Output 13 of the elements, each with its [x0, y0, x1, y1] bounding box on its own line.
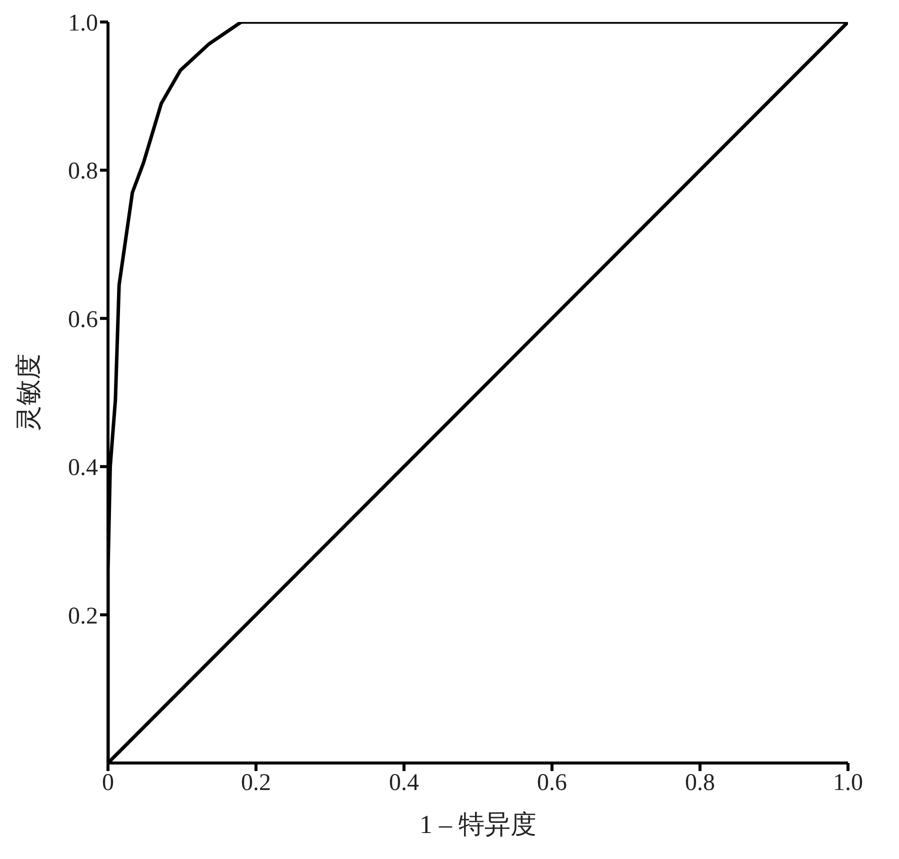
y-axis-title: 灵敏度 — [14, 354, 44, 432]
y-tick-label: 0.8 — [68, 158, 98, 185]
x-tick-label: 1.0 — [833, 770, 863, 796]
x-axis-title: 1 – 特异度 — [420, 810, 536, 839]
x-tick-label: 0.2 — [241, 770, 271, 796]
x-tick-label: 0 — [102, 770, 114, 796]
y-tick-label: 0.2 — [68, 603, 98, 630]
y-tick-label: 0.4 — [68, 455, 98, 482]
y-tick-label: 0.6 — [68, 306, 98, 333]
x-tick-label: 0.6 — [537, 770, 567, 796]
y-tick-label: 1.0 — [68, 10, 98, 37]
x-tick-label: 0.8 — [685, 770, 715, 796]
x-tick-label: 0.4 — [389, 770, 419, 796]
